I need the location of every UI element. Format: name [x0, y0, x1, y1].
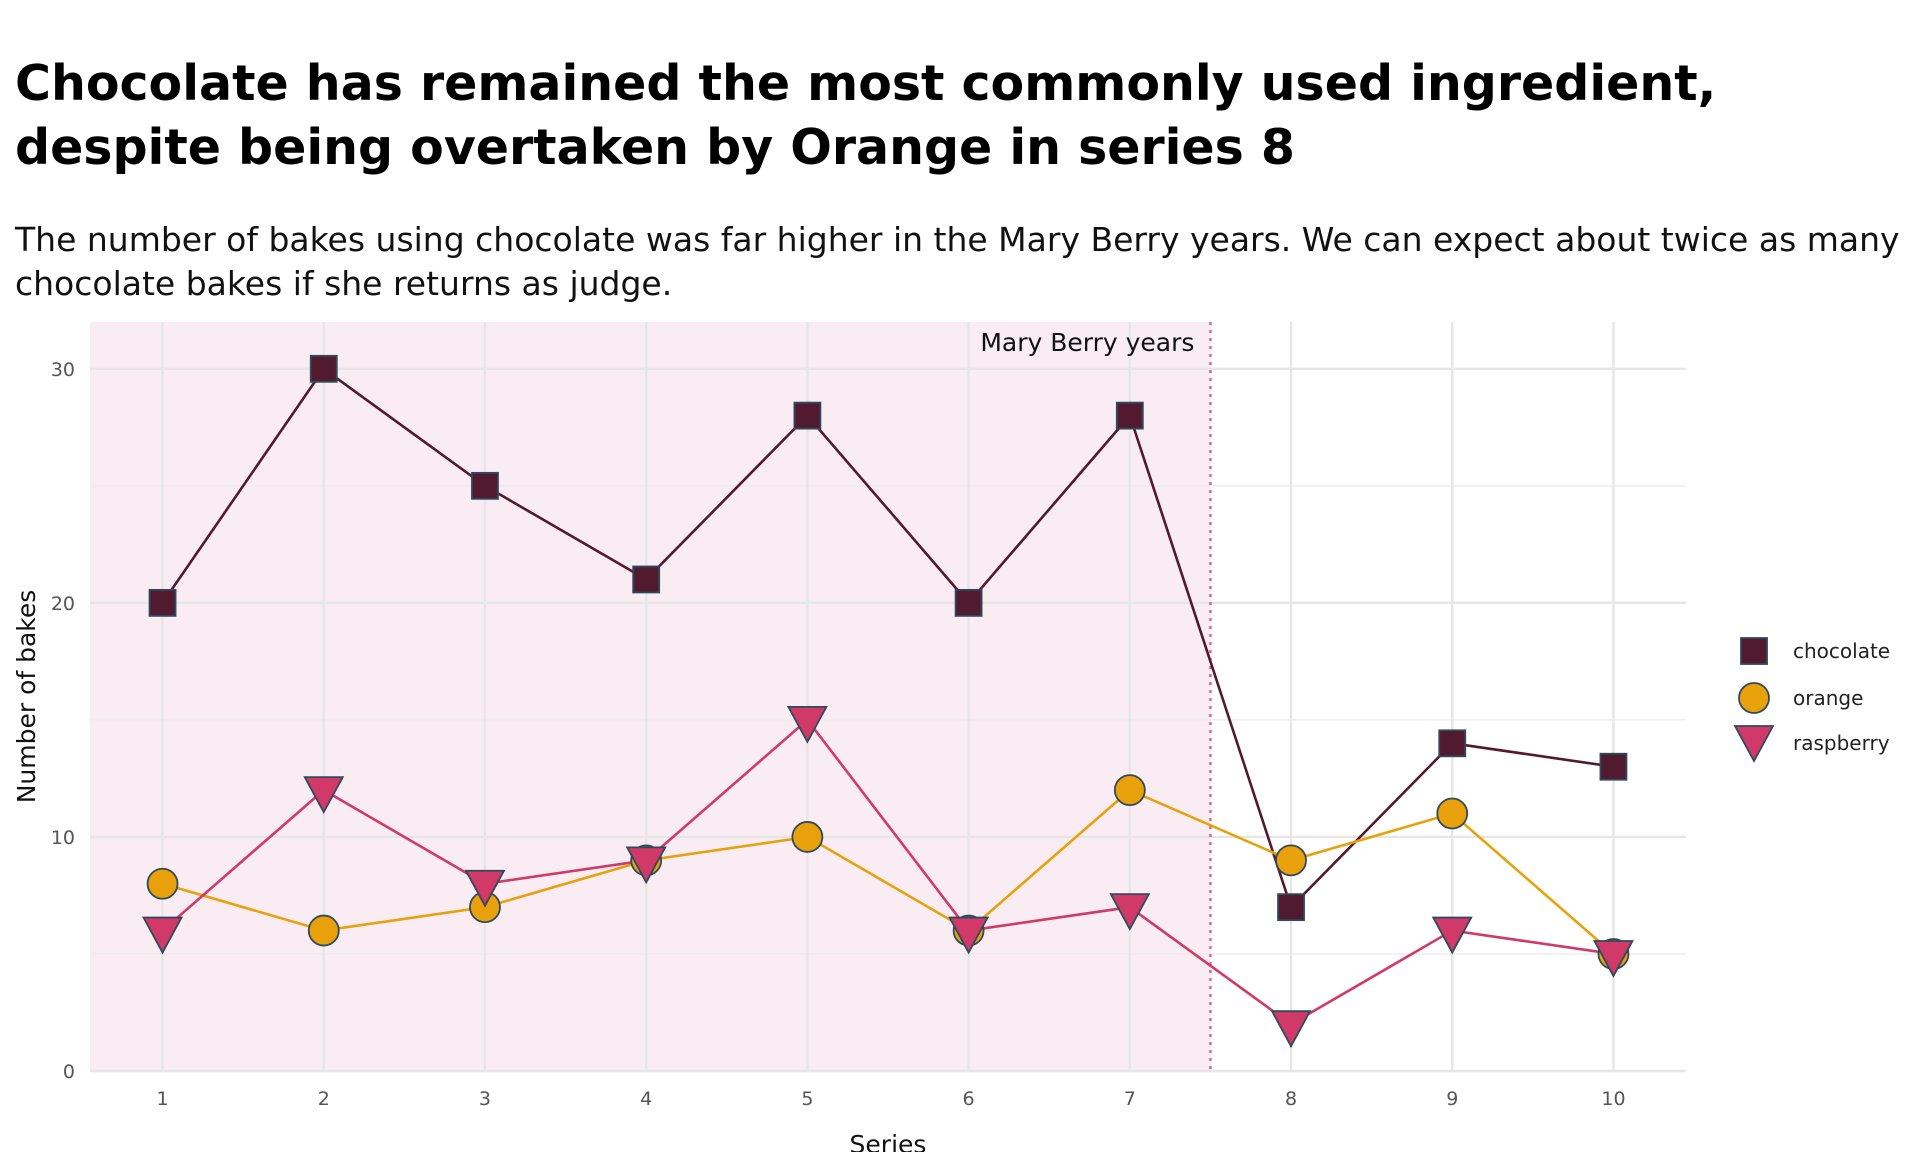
- legend-key-orange: [1738, 682, 1770, 714]
- x-tick-label: 7: [1124, 1088, 1136, 1110]
- x-tick-label: 10: [1601, 1088, 1625, 1110]
- y-tick-label: 30: [51, 359, 75, 381]
- data-point-raspberry: [786, 706, 828, 744]
- data-point-chocolate: [793, 401, 822, 430]
- data-point-raspberry: [1109, 893, 1151, 932]
- legend-label-orange: orange: [1793, 686, 1863, 710]
- data-point-raspberry: [464, 869, 506, 908]
- data-point-chocolate: [309, 354, 338, 383]
- x-tick-label: 8: [1285, 1088, 1297, 1110]
- legend-key-chocolate: [1740, 637, 1768, 665]
- y-tick-label: 10: [51, 827, 75, 849]
- data-point-orange: [1113, 774, 1146, 807]
- legend-label-raspberry: raspberry: [1793, 731, 1890, 755]
- data-point-raspberry: [1592, 940, 1634, 978]
- x-tick-label: 6: [963, 1088, 975, 1110]
- data-point-raspberry: [303, 776, 345, 815]
- legend-label-chocolate: chocolate: [1793, 639, 1890, 663]
- data-point-chocolate: [148, 588, 177, 617]
- data-point-orange: [307, 914, 340, 947]
- y-tick-label: 20: [51, 593, 75, 615]
- data-point-chocolate: [632, 565, 661, 594]
- data-point-chocolate: [954, 588, 983, 617]
- data-point-chocolate: [1115, 401, 1144, 430]
- data-point-orange: [1436, 797, 1469, 830]
- data-point-orange: [791, 821, 824, 853]
- chart-subtitle: The number of bakes using chocolate was …: [15, 220, 1900, 303]
- data-point-raspberry: [1270, 1010, 1312, 1049]
- data-point-raspberry: [142, 916, 184, 955]
- data-point-orange: [146, 867, 179, 900]
- x-tick-label: 1: [156, 1088, 168, 1110]
- data-point-raspberry: [625, 846, 667, 885]
- data-point-orange: [1275, 844, 1307, 877]
- data-point-chocolate: [1599, 752, 1628, 781]
- data-point-chocolate: [1277, 893, 1305, 922]
- chart-title: Chocolate has remained the most commonly…: [15, 55, 1717, 176]
- data-point-chocolate: [1438, 729, 1467, 758]
- data-point-raspberry: [1431, 916, 1473, 955]
- x-tick-label: 3: [479, 1088, 491, 1110]
- x-tick-label: 4: [640, 1088, 652, 1110]
- series-line-raspberry: [161, 718, 1614, 1026]
- x-tick-label: 5: [801, 1088, 813, 1110]
- y-tick-label: 0: [63, 1061, 75, 1083]
- legend-key-raspberry: [1733, 725, 1775, 763]
- annotation-label: Mary Berry years: [980, 328, 1194, 357]
- data-point-chocolate: [471, 471, 499, 500]
- series-line-chocolate: [161, 366, 1614, 910]
- x-tick-label: 9: [1446, 1088, 1458, 1110]
- mary-berry-shaded-region: [90, 322, 1211, 1071]
- x-tick-label: 2: [318, 1088, 330, 1110]
- x-axis-label: Series: [850, 1130, 927, 1152]
- y-axis-label: Number of bakes: [12, 590, 41, 804]
- data-point-raspberry: [948, 916, 990, 955]
- series-line-orange: [162, 788, 1615, 955]
